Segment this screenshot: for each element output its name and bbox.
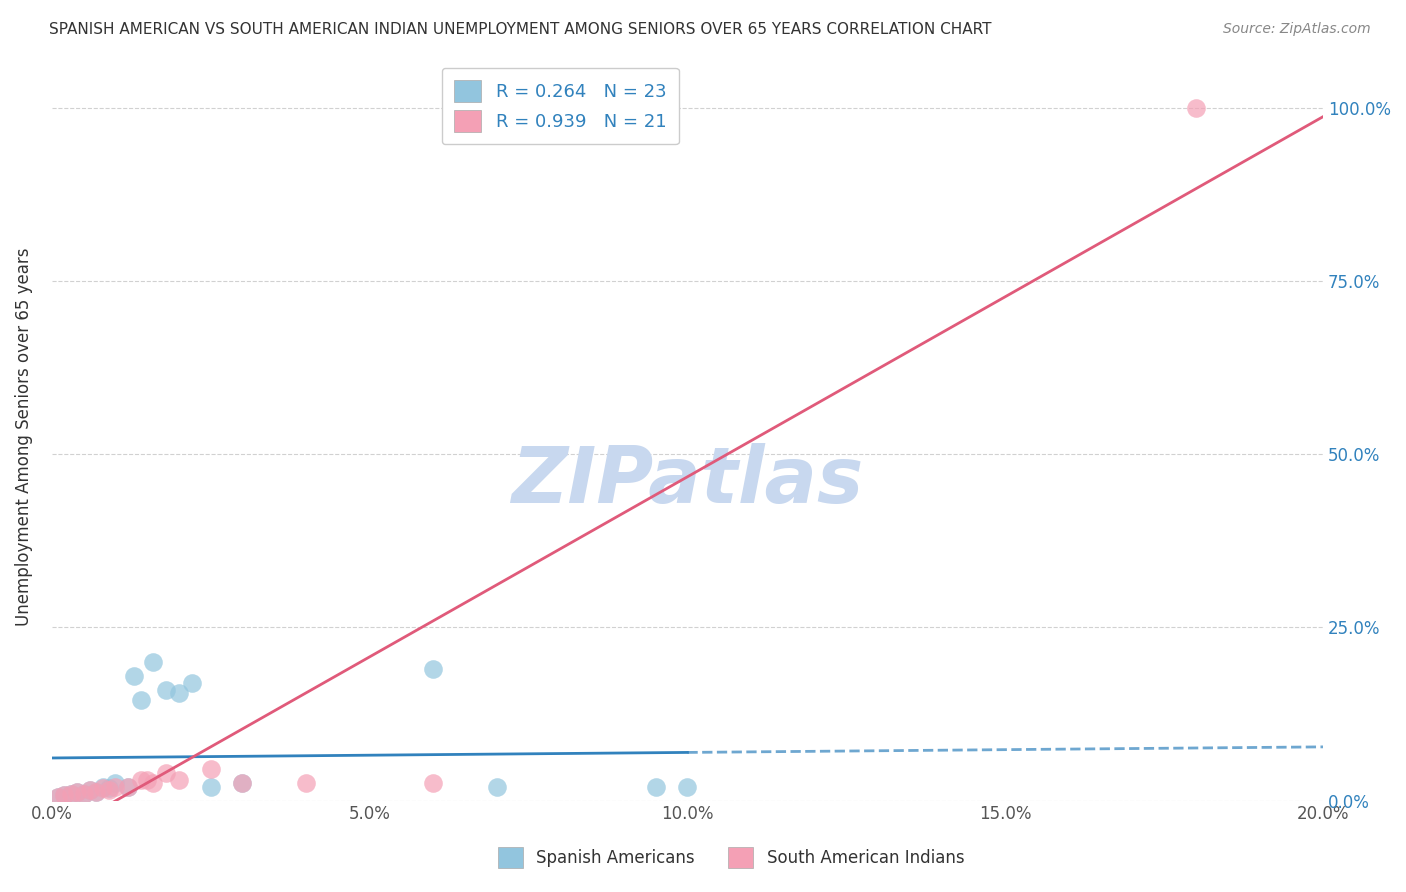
Point [66,785,89,799]
Text: SPANISH AMERICAN VS SOUTH AMERICAN INDIAN UNEMPLOYMENT AMONG SENIORS OVER 65 YEA: SPANISH AMERICAN VS SOUTH AMERICAN INDIA… [49,22,991,37]
Point [97,783,120,797]
Point [295,776,318,790]
Point [84,785,107,799]
Point [422,776,444,790]
Point [97,781,120,796]
Point [167,686,190,700]
Point [72,787,94,801]
Point [104,780,127,794]
Point [167,772,190,787]
Point [142,655,165,669]
Point [59,787,82,801]
Point [136,772,159,787]
Point [104,776,127,790]
Point [79,783,101,797]
Point [53,788,76,802]
Point [72,787,94,801]
Point [180,676,202,690]
Point [155,765,177,780]
Point [59,787,82,801]
Point [200,780,222,794]
Point [231,776,253,790]
Text: ZIPatlas: ZIPatlas [512,442,863,518]
Point [91,780,114,794]
Point [117,780,139,794]
Point [644,780,666,794]
Point [142,776,165,790]
Point [46,790,69,805]
Point [66,785,89,799]
Text: Source: ZipAtlas.com: Source: ZipAtlas.com [1223,22,1371,37]
Point [91,781,114,796]
Point [129,693,152,707]
Point [231,776,253,790]
Y-axis label: Unemployment Among Seniors over 65 years: Unemployment Among Seniors over 65 years [15,248,32,626]
Point [485,780,508,794]
Legend: Spanish Americans, South American Indians: Spanish Americans, South American Indian… [486,836,976,880]
Point [422,662,444,676]
Point [53,788,76,802]
Point [84,785,107,799]
Point [117,780,139,794]
Point [676,780,699,794]
Point [200,763,222,777]
Point [124,669,146,683]
Point [155,682,177,697]
Point [79,783,101,797]
Point [46,790,69,805]
Point [129,772,152,787]
Point [1185,101,1208,115]
Legend: R = 0.264   N = 23, R = 0.939   N = 21: R = 0.264 N = 23, R = 0.939 N = 21 [441,68,679,145]
